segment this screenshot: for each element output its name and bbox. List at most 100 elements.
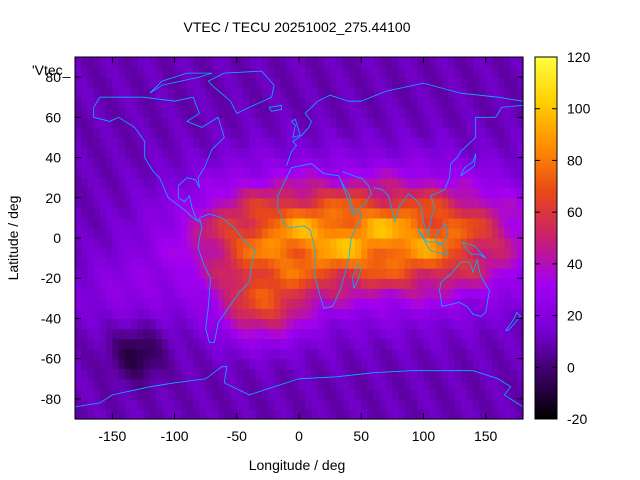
heatmap-cell [93,167,101,179]
heatmap-cell [180,87,188,98]
heatmap-cell [411,408,418,420]
heatmap-cell [398,308,406,320]
heatmap-cell [336,137,344,149]
heatmap-cell [230,87,238,98]
heatmap-cell [392,57,400,68]
heatmap-cell [255,248,263,259]
heatmap-cell [398,388,406,400]
heatmap-cell [118,177,126,189]
heatmap-cell [118,288,126,299]
heatmap-cell [162,408,169,420]
heatmap-cell [460,328,468,340]
heatmap-cell [118,258,126,269]
heatmap-cell [516,177,524,189]
heatmap-cell [485,278,493,289]
heatmap-cell [224,107,232,118]
heatmap-cell [292,298,300,309]
heatmap-cell [274,167,281,179]
heatmap-cell [398,217,406,229]
heatmap-cell [386,117,393,128]
heatmap-cell [211,167,219,179]
heatmap-cell [180,258,188,269]
heatmap-cell [143,77,151,88]
heatmap-cell [404,248,412,259]
heatmap-cell [423,388,431,400]
heatmap-cell [124,97,132,108]
heatmap-cell [112,318,120,330]
heatmap-cell [311,348,319,360]
heatmap-cell [330,308,337,320]
heatmap-cell [155,288,163,299]
heatmap-cell [498,147,505,159]
heatmap-cell [361,328,369,340]
heatmap-cell [411,348,418,360]
heatmap-cell [417,238,425,249]
heatmap-cell [311,227,319,239]
heatmap-cell [286,137,294,149]
heatmap-cell [249,217,257,229]
heatmap-cell [292,388,300,400]
heatmap-cell [274,408,281,420]
heatmap-cell [404,408,412,420]
heatmap-cell [411,67,418,78]
heatmap-cell [292,268,300,279]
heatmap-cell [305,167,313,179]
heatmap-cell [124,167,132,179]
heatmap-cell [454,288,462,299]
heatmap-cell [510,298,518,309]
heatmap-cell [442,258,449,269]
heatmap-cell [124,238,132,249]
heatmap-cell [367,368,375,380]
heatmap-cell [454,197,462,209]
heatmap-cell [323,217,331,229]
heatmap-cell [504,187,512,199]
heatmap-cell [174,248,182,259]
heatmap-cell [429,288,437,299]
heatmap-cell [187,298,194,309]
heatmap-cell [348,137,356,149]
heatmap-cell [336,117,344,128]
heatmap-cell [236,217,244,229]
heatmap-cell [460,127,468,139]
heatmap-cell [479,127,487,139]
heatmap-cell [292,227,300,239]
heatmap-cell [342,57,350,68]
heatmap-cell [180,217,188,229]
heatmap-cell [516,288,524,299]
heatmap-cell [199,248,207,259]
heatmap-cell [491,358,499,370]
heatmap-cell [124,227,132,239]
heatmap-cell [261,308,269,320]
heatmap-cell [504,157,512,169]
y-tick-label: 0 [53,230,61,246]
heatmap-cell [118,338,126,350]
heatmap-cell [162,87,169,98]
heatmap-cell [274,338,281,350]
heatmap-cell [274,318,281,330]
heatmap-cell [404,358,412,370]
heatmap-cell [435,238,443,249]
heatmap-cell [442,147,449,159]
heatmap-cell [187,348,194,360]
heatmap-cell [429,238,437,249]
heatmap-cell [504,167,512,179]
heatmap-cell [155,368,163,380]
heatmap-cell [211,278,219,289]
heatmap-cell [299,207,306,219]
heatmap-cell [162,348,169,360]
heatmap-cell [367,338,375,350]
heatmap-cell [137,298,145,309]
heatmap-cell [386,398,393,410]
heatmap-cell [280,398,288,410]
heatmap-cell [386,177,393,189]
heatmap-cell [411,358,418,370]
heatmap-cell [81,368,89,380]
heatmap-cell [491,77,499,88]
heatmap-cell [118,77,126,88]
heatmap-cell [417,107,425,118]
heatmap-cell [299,408,306,420]
heatmap-cell [149,177,157,189]
heatmap-cell [392,358,400,370]
heatmap-cell [460,238,468,249]
heatmap-cell [299,117,306,128]
